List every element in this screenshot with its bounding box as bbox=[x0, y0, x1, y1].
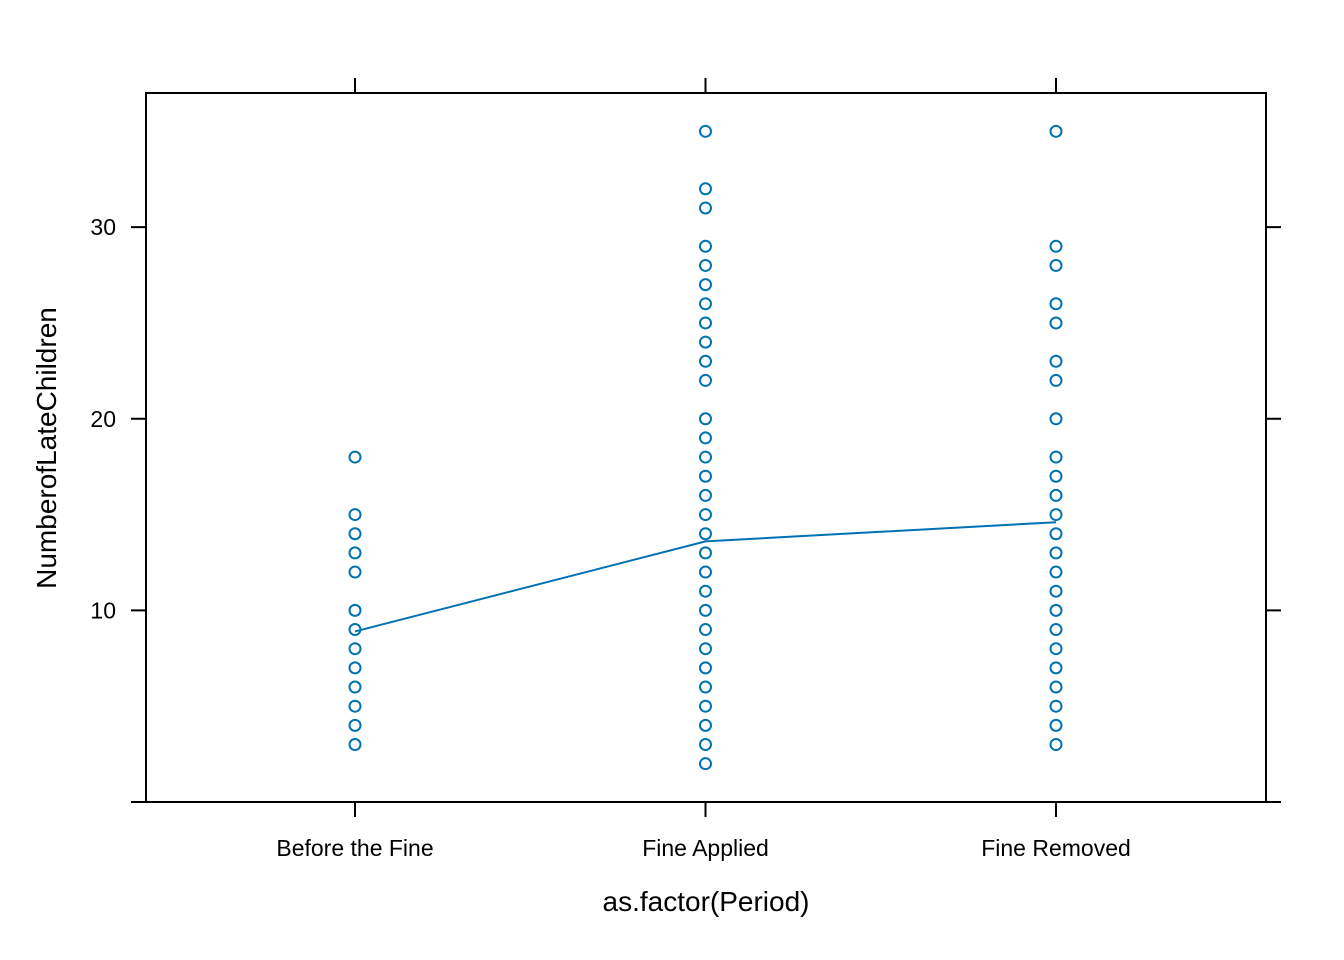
data-point bbox=[348, 565, 362, 579]
data-point bbox=[348, 508, 362, 522]
data-point bbox=[699, 680, 712, 694]
data-point bbox=[699, 450, 712, 464]
data-point bbox=[699, 565, 712, 579]
data-point bbox=[348, 699, 362, 713]
data-point bbox=[1049, 565, 1063, 579]
data-point bbox=[699, 373, 712, 387]
data-point bbox=[348, 603, 362, 617]
data-point bbox=[1049, 412, 1063, 426]
x-tick-label: Fine Applied bbox=[642, 835, 769, 861]
y-tick-label: 30 bbox=[90, 214, 116, 240]
data-point bbox=[1049, 354, 1063, 368]
data-point bbox=[348, 738, 362, 752]
y-axis-ticks: 10 20 30 bbox=[90, 214, 1281, 803]
data-point bbox=[699, 738, 712, 752]
data-point bbox=[348, 718, 362, 732]
y-tick-label: 10 bbox=[90, 597, 116, 623]
data-point bbox=[699, 546, 712, 560]
data-point bbox=[699, 661, 712, 675]
data-point bbox=[1049, 680, 1063, 694]
data-point bbox=[1049, 508, 1063, 522]
y-tick-label: 20 bbox=[90, 406, 116, 432]
x-tick-label: Fine Removed bbox=[981, 835, 1131, 861]
data-point bbox=[699, 335, 712, 349]
y-axis-label: NumberofLateChildren bbox=[31, 307, 62, 589]
data-point bbox=[699, 603, 712, 617]
data-point bbox=[699, 699, 712, 713]
data-point bbox=[1049, 373, 1063, 387]
data-point bbox=[699, 584, 712, 598]
data-point bbox=[1049, 527, 1063, 541]
data-point bbox=[699, 412, 712, 426]
data-point bbox=[1049, 297, 1063, 311]
data-point bbox=[1049, 450, 1063, 464]
data-point bbox=[1049, 623, 1063, 637]
data-point bbox=[348, 642, 362, 656]
data-point bbox=[699, 488, 712, 502]
x-axis-ticks: Before the Fine Fine Applied Fine Removed bbox=[276, 78, 1131, 861]
series-layer bbox=[348, 124, 1063, 771]
data-point bbox=[1049, 546, 1063, 560]
data-point bbox=[1049, 642, 1063, 656]
data-point bbox=[699, 527, 712, 541]
data-point bbox=[699, 354, 712, 368]
data-point bbox=[699, 718, 712, 732]
data-point bbox=[699, 623, 712, 637]
data-point bbox=[699, 182, 712, 196]
data-point bbox=[1049, 488, 1063, 502]
data-point bbox=[1049, 603, 1063, 617]
data-point bbox=[1049, 661, 1063, 675]
data-point bbox=[699, 258, 712, 272]
data-point bbox=[1049, 258, 1063, 272]
data-point bbox=[699, 239, 712, 253]
data-point bbox=[1049, 316, 1063, 330]
data-point bbox=[699, 316, 712, 330]
x-tick-label: Before the Fine bbox=[276, 835, 433, 861]
data-point bbox=[699, 469, 712, 483]
data-point bbox=[699, 297, 712, 311]
data-point bbox=[1049, 738, 1063, 752]
mean-line bbox=[354, 521, 1057, 633]
data-point bbox=[699, 124, 712, 138]
data-point bbox=[1049, 699, 1063, 713]
data-point bbox=[699, 201, 712, 215]
data-point bbox=[699, 508, 712, 522]
data-point bbox=[348, 546, 362, 560]
data-point bbox=[1049, 584, 1063, 598]
data-point bbox=[1049, 124, 1063, 138]
data-point bbox=[1049, 718, 1063, 732]
x-axis-label: as.factor(Period) bbox=[603, 886, 810, 917]
data-point bbox=[348, 450, 362, 464]
data-point bbox=[348, 680, 362, 694]
data-point bbox=[699, 278, 712, 292]
data-point bbox=[348, 623, 362, 637]
data-point bbox=[699, 757, 712, 771]
data-point bbox=[699, 431, 712, 445]
data-point bbox=[699, 642, 712, 656]
data-point bbox=[348, 661, 362, 675]
plot-frame bbox=[145, 92, 1267, 803]
data-point bbox=[1049, 239, 1063, 253]
data-point bbox=[1049, 469, 1063, 483]
data-point bbox=[348, 527, 362, 541]
